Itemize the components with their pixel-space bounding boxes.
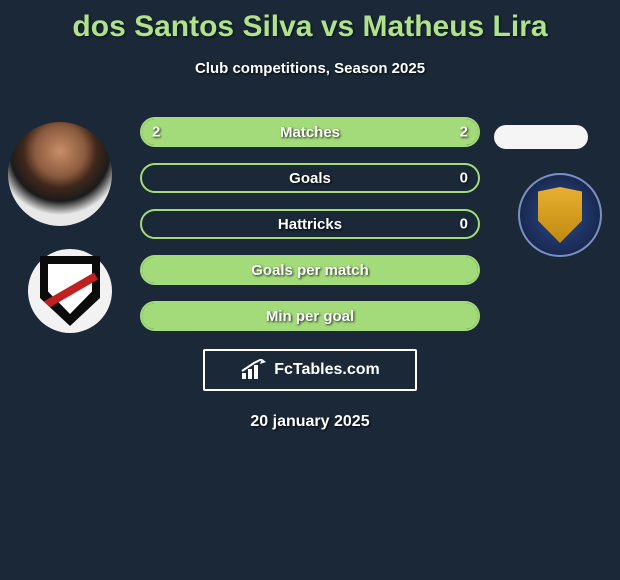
stat-label: Matches	[280, 124, 340, 141]
fctables-logo-box: FcTables.com	[203, 349, 417, 391]
chart-icon	[240, 359, 268, 381]
stat-bars: 2 Matches 2 Goals 0 Hattricks 0 Goals pe…	[140, 117, 480, 331]
subtitle: Club competitions, Season 2025	[0, 60, 620, 77]
stat-bar-goals-per-match: Goals per match	[140, 255, 480, 285]
stat-label: Goals per match	[251, 262, 369, 279]
stat-value-right: 2	[460, 124, 468, 141]
stat-bar-goals: Goals 0	[140, 163, 480, 193]
stat-value-right: 0	[460, 170, 468, 187]
stat-value-right: 0	[460, 216, 468, 233]
stat-bar-hattricks: Hattricks 0	[140, 209, 480, 239]
stat-value-left: 2	[152, 124, 160, 141]
stat-label: Min per goal	[266, 308, 354, 325]
player-right-club-badge	[518, 173, 602, 257]
date-text: 20 january 2025	[0, 413, 620, 431]
player-left-avatar	[8, 122, 112, 226]
fctables-logo-text: FcTables.com	[274, 361, 380, 379]
player-left-club-badge	[28, 249, 112, 333]
stat-label: Goals	[289, 170, 331, 187]
stat-label: Hattricks	[278, 216, 342, 233]
stat-bar-matches: 2 Matches 2	[140, 117, 480, 147]
stat-bar-min-per-goal: Min per goal	[140, 301, 480, 331]
comparison-content: 2 Matches 2 Goals 0 Hattricks 0 Goals pe…	[0, 117, 620, 431]
page-title: dos Santos Silva vs Matheus Lira	[0, 0, 620, 44]
player-right-avatar	[494, 125, 588, 149]
